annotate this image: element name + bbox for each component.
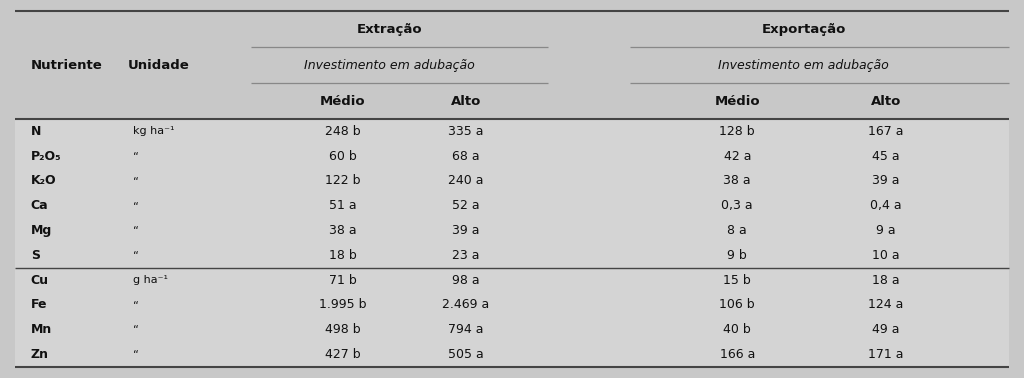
Text: 45 a: 45 a	[872, 150, 899, 163]
Text: 124 a: 124 a	[868, 298, 903, 311]
Bar	[15, 293, 1009, 317]
Text: 49 a: 49 a	[872, 323, 899, 336]
Text: Alto: Alto	[451, 94, 481, 108]
Text: 106 b: 106 b	[720, 298, 755, 311]
Text: “: “	[133, 250, 139, 260]
Text: Extração: Extração	[356, 23, 422, 36]
Text: 15 b: 15 b	[723, 274, 752, 287]
Text: Alto: Alto	[870, 94, 901, 108]
Bar	[15, 317, 1009, 342]
Text: 8 a: 8 a	[727, 224, 748, 237]
Text: 40 b: 40 b	[723, 323, 752, 336]
Text: 794 a: 794 a	[449, 323, 483, 336]
Text: “: “	[133, 300, 139, 310]
Text: 60 b: 60 b	[329, 150, 357, 163]
Text: 240 a: 240 a	[449, 175, 483, 187]
Text: Fe: Fe	[31, 298, 47, 311]
Text: 98 a: 98 a	[453, 274, 479, 287]
Text: K₂O: K₂O	[31, 175, 56, 187]
Text: Unidade: Unidade	[128, 59, 189, 72]
Text: “: “	[133, 325, 139, 335]
Text: 498 b: 498 b	[326, 323, 360, 336]
Text: Ca: Ca	[31, 199, 48, 212]
Text: 128 b: 128 b	[720, 125, 755, 138]
Text: 52 a: 52 a	[453, 199, 479, 212]
Text: kg ha⁻¹: kg ha⁻¹	[133, 127, 175, 136]
Text: 166 a: 166 a	[720, 348, 755, 361]
Text: 171 a: 171 a	[868, 348, 903, 361]
Text: 71 b: 71 b	[329, 274, 357, 287]
Text: 51 a: 51 a	[330, 199, 356, 212]
Text: 18 b: 18 b	[329, 249, 357, 262]
Text: “: “	[133, 176, 139, 186]
Text: S: S	[31, 249, 40, 262]
Bar	[15, 243, 1009, 268]
Text: 18 a: 18 a	[872, 274, 899, 287]
Text: 9 a: 9 a	[876, 224, 896, 237]
Text: “: “	[133, 201, 139, 211]
Text: Investimento em adubação: Investimento em adubação	[304, 59, 474, 72]
Text: 9 b: 9 b	[727, 249, 748, 262]
Text: 335 a: 335 a	[449, 125, 483, 138]
Text: 167 a: 167 a	[868, 125, 903, 138]
Text: “: “	[133, 226, 139, 235]
Text: 39 a: 39 a	[453, 224, 479, 237]
Text: Investimento em adubação: Investimento em adubação	[719, 59, 889, 72]
Text: N: N	[31, 125, 41, 138]
Text: 10 a: 10 a	[872, 249, 899, 262]
Text: “: “	[133, 349, 139, 359]
Text: 1.995 b: 1.995 b	[319, 298, 367, 311]
Bar	[15, 119, 1009, 144]
Bar	[15, 268, 1009, 293]
Text: 38 a: 38 a	[330, 224, 356, 237]
Text: Zn: Zn	[31, 348, 49, 361]
Bar	[15, 144, 1009, 169]
Bar	[15, 342, 1009, 367]
Text: 42 a: 42 a	[724, 150, 751, 163]
Text: 248 b: 248 b	[326, 125, 360, 138]
Bar	[15, 169, 1009, 193]
Text: Médio: Médio	[321, 94, 366, 108]
Text: 0,4 a: 0,4 a	[870, 199, 901, 212]
Text: Médio: Médio	[715, 94, 760, 108]
Text: 38 a: 38 a	[724, 175, 751, 187]
Bar	[15, 193, 1009, 218]
Text: 427 b: 427 b	[326, 348, 360, 361]
Text: Nutriente: Nutriente	[31, 59, 102, 72]
Bar	[15, 11, 1009, 119]
Text: 68 a: 68 a	[453, 150, 479, 163]
Text: 2.469 a: 2.469 a	[442, 298, 489, 311]
Text: 23 a: 23 a	[453, 249, 479, 262]
Text: 0,3 a: 0,3 a	[722, 199, 753, 212]
Text: Mn: Mn	[31, 323, 52, 336]
Text: P₂O₅: P₂O₅	[31, 150, 61, 163]
Text: Mg: Mg	[31, 224, 52, 237]
Text: “: “	[133, 151, 139, 161]
Text: 122 b: 122 b	[326, 175, 360, 187]
Text: Exportação: Exportação	[762, 23, 846, 36]
Text: 39 a: 39 a	[872, 175, 899, 187]
Text: 505 a: 505 a	[449, 348, 483, 361]
Bar	[15, 218, 1009, 243]
Text: g ha⁻¹: g ha⁻¹	[133, 275, 168, 285]
Text: Cu: Cu	[31, 274, 49, 287]
